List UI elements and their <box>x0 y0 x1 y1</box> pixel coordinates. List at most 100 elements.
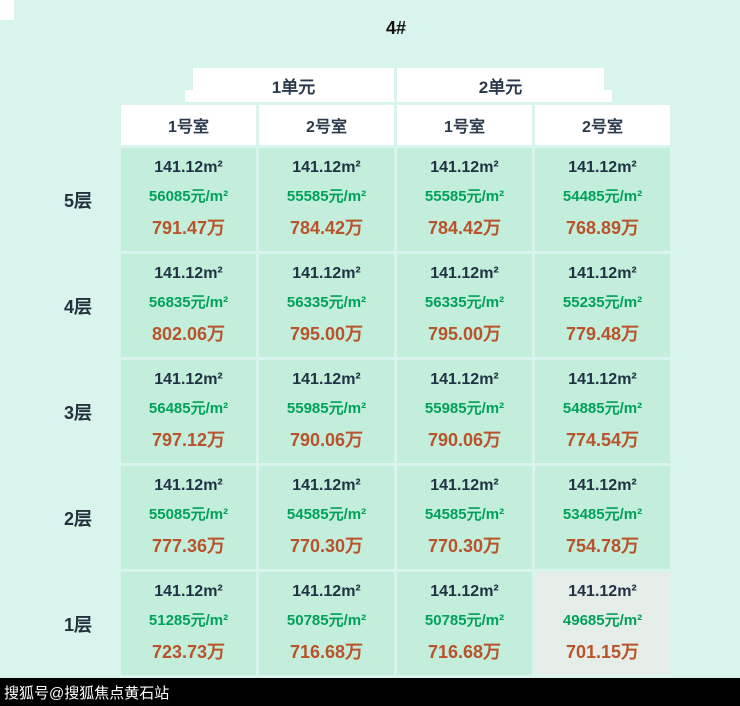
total-price-value: 754.78万 <box>565 536 640 556</box>
price-cell[interactable]: 141.12m² 55585元/m² 784.42万 <box>259 148 394 251</box>
header-spacer <box>38 105 118 145</box>
building-title: 4# <box>385 18 407 38</box>
room-header-u1-r2: 2号室 <box>259 105 394 145</box>
unit-tab-1[interactable]: 1单元 <box>185 68 394 102</box>
price-cell[interactable]: 141.12m² 56085元/m² 791.47万 <box>121 148 256 251</box>
area-value: 141.12m² <box>292 477 361 494</box>
total-price-value: 777.36万 <box>151 536 226 556</box>
unit-price-value: 55585元/m² <box>424 188 505 205</box>
area-value: 141.12m² <box>430 265 499 282</box>
total-price-value: 790.06万 <box>427 430 502 450</box>
area-value: 141.12m² <box>430 477 499 494</box>
watermark-text: 搜狐号@搜狐焦点黄石站 <box>4 684 170 702</box>
area-value: 141.12m² <box>292 371 361 388</box>
room-header-u2-r2: 2号室 <box>535 105 670 145</box>
total-price-value: 716.68万 <box>427 642 502 662</box>
room-header-u1-r1: 1号室 <box>121 105 256 145</box>
corner-block <box>0 0 14 20</box>
unit-price-value: 55585元/m² <box>286 188 367 205</box>
room-header-u2-r1: 1号室 <box>397 105 532 145</box>
unit-price-value: 53485元/m² <box>562 506 643 523</box>
unit-price-value: 51285元/m² <box>148 612 229 629</box>
unit-tab-2[interactable]: 2单元 <box>397 68 612 102</box>
area-value: 141.12m² <box>154 477 223 494</box>
total-price-value: 770.30万 <box>427 536 502 556</box>
unit-price-value: 55085元/m² <box>148 506 229 523</box>
total-price-value: 779.48万 <box>565 324 640 344</box>
price-cell[interactable]: 141.12m² 50785元/m² 716.68万 <box>397 572 532 675</box>
price-cell[interactable]: 141.12m² 54885元/m² 774.54万 <box>535 360 670 463</box>
price-cell[interactable]: 141.12m² 56335元/m² 795.00万 <box>397 254 532 357</box>
area-value: 141.12m² <box>430 583 499 600</box>
price-cell[interactable]: 141.12m² 54585元/m² 770.30万 <box>259 466 394 569</box>
area-value: 141.12m² <box>568 159 637 176</box>
area-value: 141.12m² <box>430 159 499 176</box>
total-price-value: 774.54万 <box>565 430 640 450</box>
total-price-value: 784.42万 <box>289 218 364 238</box>
total-price-value: 768.89万 <box>565 218 640 238</box>
area-value: 141.12m² <box>292 265 361 282</box>
price-cell[interactable]: 141.12m² 55235元/m² 779.48万 <box>535 254 670 357</box>
total-price-value: 795.00万 <box>289 324 364 344</box>
total-price-value: 795.00万 <box>427 324 502 344</box>
unit-price-value: 49685元/m² <box>562 612 643 629</box>
price-cell[interactable]: 141.12m² 55985元/m² 790.06万 <box>397 360 532 463</box>
floor-label: 1层 <box>63 614 92 635</box>
unit-price-value: 55985元/m² <box>424 400 505 417</box>
price-cell[interactable]: 141.12m² 55085元/m² 777.36万 <box>121 466 256 569</box>
area-value: 141.12m² <box>568 371 637 388</box>
price-cell[interactable]: 141.12m² 55985元/m² 790.06万 <box>259 360 394 463</box>
total-price-value: 701.15万 <box>565 642 640 662</box>
price-cell[interactable]: 141.12m² 54585元/m² 770.30万 <box>397 466 532 569</box>
header-spacer <box>38 68 118 102</box>
total-price-value: 723.73万 <box>151 642 226 662</box>
total-price-value: 790.06万 <box>289 430 364 450</box>
unit-tab-label: 2单元 <box>478 77 523 97</box>
price-cell[interactable]: 141.12m² 56485元/m² 797.12万 <box>121 360 256 463</box>
total-price-value: 791.47万 <box>151 218 226 238</box>
watermark-bar: 搜狐号@搜狐焦点黄石站 <box>0 678 740 706</box>
price-cell-highlighted[interactable]: 141.12m² 49685元/m² 701.15万 <box>535 572 670 675</box>
floor-label: 3层 <box>63 402 92 423</box>
unit-price-value: 56085元/m² <box>148 188 229 205</box>
price-cell[interactable]: 141.12m² 50785元/m² 716.68万 <box>259 572 394 675</box>
area-value: 141.12m² <box>568 477 637 494</box>
unit-price-value: 54485元/m² <box>562 188 643 205</box>
unit-price-value: 54585元/m² <box>286 506 367 523</box>
price-cell[interactable]: 141.12m² 56335元/m² 795.00万 <box>259 254 394 357</box>
area-value: 141.12m² <box>292 583 361 600</box>
price-table: 1单元 2单元 1号室 2号室 1号室 2号室 5层 141.12m² 5608… <box>38 68 670 675</box>
area-value: 141.12m² <box>292 159 361 176</box>
area-value: 141.12m² <box>568 265 637 282</box>
price-cell[interactable]: 141.12m² 54485元/m² 768.89万 <box>535 148 670 251</box>
floor-label: 4层 <box>63 296 92 317</box>
total-price-value: 802.06万 <box>151 324 226 344</box>
unit-price-value: 55985元/m² <box>286 400 367 417</box>
unit-price-value: 56485元/m² <box>148 400 229 417</box>
price-cell[interactable]: 141.12m² 51285元/m² 723.73万 <box>121 572 256 675</box>
area-value: 141.12m² <box>154 159 223 176</box>
area-value: 141.12m² <box>568 583 637 600</box>
unit-price-value: 54885元/m² <box>562 400 643 417</box>
unit-price-value: 56335元/m² <box>424 294 505 311</box>
area-value: 141.12m² <box>430 371 499 388</box>
unit-tab-label: 1单元 <box>271 77 316 97</box>
unit-price-value: 50785元/m² <box>424 612 505 629</box>
unit-price-value: 56335元/m² <box>286 294 367 311</box>
floor-label: 5层 <box>63 190 92 211</box>
total-price-value: 784.42万 <box>427 218 502 238</box>
unit-price-value: 55235元/m² <box>562 294 643 311</box>
price-cell[interactable]: 141.12m² 53485元/m² 754.78万 <box>535 466 670 569</box>
unit-price-value: 54585元/m² <box>424 506 505 523</box>
total-price-value: 797.12万 <box>151 430 226 450</box>
total-price-value: 770.30万 <box>289 536 364 556</box>
price-cell[interactable]: 141.12m² 56835元/m² 802.06万 <box>121 254 256 357</box>
unit-price-value: 50785元/m² <box>286 612 367 629</box>
price-cell[interactable]: 141.12m² 55585元/m² 784.42万 <box>397 148 532 251</box>
area-value: 141.12m² <box>154 265 223 282</box>
area-value: 141.12m² <box>154 583 223 600</box>
floor-label: 2层 <box>63 508 92 529</box>
unit-price-value: 56835元/m² <box>148 294 229 311</box>
area-value: 141.12m² <box>154 371 223 388</box>
total-price-value: 716.68万 <box>289 642 364 662</box>
